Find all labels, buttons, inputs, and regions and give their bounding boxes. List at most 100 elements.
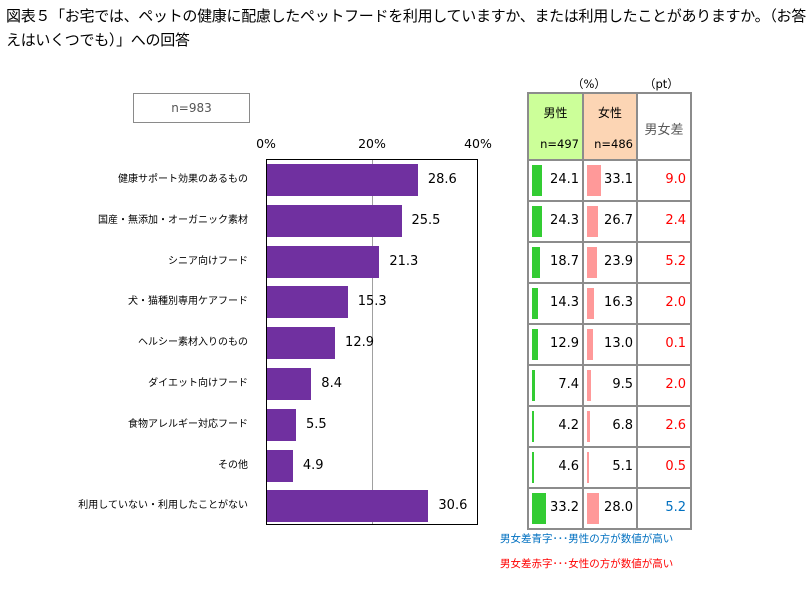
diff-value: 2.0 xyxy=(665,377,686,392)
female-cell-bar xyxy=(587,247,598,278)
female-cell-value: 6.8 xyxy=(612,418,633,433)
male-cell-bar xyxy=(532,370,536,401)
diff-cell: 0.5 xyxy=(636,446,692,489)
category-label: 利用していない・利用したことがない xyxy=(78,500,248,512)
male-cell: 24.3 xyxy=(527,200,584,243)
category-label: 健康サポート効果のあるもの xyxy=(118,174,248,185)
male-cell-value: 12.9 xyxy=(550,336,579,351)
table-row: 24.3 26.7 2.4 xyxy=(527,200,692,243)
female-cell-bar xyxy=(587,206,599,237)
diff-cell: 2.0 xyxy=(636,282,692,325)
male-cell-value: 14.3 xyxy=(550,295,579,310)
male-n: n=497 xyxy=(540,137,579,151)
unit-percent: （%） xyxy=(572,77,606,91)
bar xyxy=(267,164,418,196)
table-row: 18.7 23.9 5.2 xyxy=(527,241,692,284)
female-cell-value: 28.0 xyxy=(604,500,633,515)
bar-value-label: 15.3 xyxy=(357,294,387,310)
bar-value-label: 8.4 xyxy=(321,376,342,391)
category-label: シニア向けフード xyxy=(168,255,248,267)
table-row: 14.3 16.3 2.0 xyxy=(527,282,692,325)
note-red: 男女差赤字･･･女性の方が数値が高い xyxy=(500,558,674,570)
bar-value-label: 25.5 xyxy=(411,212,441,228)
bar-value-label: 30.6 xyxy=(438,498,468,514)
category-label: 食物アレルギー対応フード xyxy=(128,418,248,430)
male-cell: 4.2 xyxy=(527,405,584,448)
plot-area xyxy=(266,159,478,525)
female-cell: 33.1 xyxy=(582,159,638,202)
female-n: n=486 xyxy=(594,137,633,151)
male-cell-bar xyxy=(532,329,538,360)
bar xyxy=(267,204,402,237)
x-tick-label: 20% xyxy=(358,136,386,151)
female-cell-value: 23.9 xyxy=(604,254,633,269)
male-cell-value: 24.1 xyxy=(550,172,579,187)
gridline-20 xyxy=(372,160,373,524)
female-cell: 23.9 xyxy=(582,241,638,284)
female-cell: 26.7 xyxy=(582,200,638,243)
table-row: 12.9 13.0 0.1 xyxy=(527,323,692,366)
category-label: ヘルシー素材入りのもの xyxy=(138,337,248,349)
bar-value-label: 4.9 xyxy=(302,457,324,473)
male-cell: 14.3 xyxy=(527,282,584,325)
male-cell-bar xyxy=(532,493,547,524)
male-cell-value: 4.2 xyxy=(558,418,579,433)
diff-cell: 5.2 xyxy=(636,487,692,530)
female-cell-bar xyxy=(587,493,600,524)
category-label: 国産・無添加・オーガニック素材 xyxy=(98,214,248,226)
diff-cell: 5.2 xyxy=(636,241,692,284)
bar xyxy=(267,327,336,360)
male-cell-bar xyxy=(532,288,539,319)
note-blue: 男女差青字･･･男性の方が数値が高い xyxy=(500,533,674,545)
male-cell-value: 24.3 xyxy=(550,213,579,228)
female-cell-value: 33.1 xyxy=(604,172,633,187)
female-cell: 9.5 xyxy=(582,364,638,407)
female-cell-value: 26.7 xyxy=(604,213,633,228)
diff-cell: 9.0 xyxy=(636,159,692,202)
diff-value: 0.5 xyxy=(665,459,686,474)
bar-value-label: 21.3 xyxy=(389,253,419,269)
table-row: 33.2 28.0 5.2 xyxy=(527,487,692,530)
table-row: 7.4 9.5 2.0 xyxy=(527,364,692,407)
bar xyxy=(267,286,348,319)
diff-cell: 2.4 xyxy=(636,200,692,243)
table-row: 24.1 33.1 9.0 xyxy=(527,159,692,202)
table-row: 4.6 5.1 0.5 xyxy=(527,446,692,489)
bar xyxy=(267,245,380,278)
male-cell-value: 4.6 xyxy=(558,459,579,474)
male-cell-bar xyxy=(532,247,541,278)
female-header: 女性 n=486 xyxy=(582,92,638,161)
female-cell-bar xyxy=(587,288,594,319)
male-cell-bar xyxy=(532,165,543,196)
sample-size-box: n=983 xyxy=(133,93,250,123)
x-tick-label: 40% xyxy=(464,136,492,151)
male-cell: 4.6 xyxy=(527,446,584,489)
bar xyxy=(267,408,296,441)
female-cell-bar xyxy=(587,165,602,196)
male-cell-value: 18.7 xyxy=(550,254,579,269)
bar xyxy=(267,368,312,400)
male-cell: 12.9 xyxy=(527,323,584,366)
diff-value: 2.4 xyxy=(665,213,686,228)
male-cell-bar xyxy=(532,206,543,237)
bar xyxy=(267,449,293,482)
male-cell: 24.1 xyxy=(527,159,584,202)
male-cell: 18.7 xyxy=(527,241,584,284)
male-cell-value: 7.4 xyxy=(558,377,579,392)
female-cell-bar xyxy=(587,370,592,401)
chart-title: 図表５「お宅では、ペットの健康に配慮したペットフードを利用していますか、または利… xyxy=(6,7,806,49)
male-label: 男性 xyxy=(543,106,568,120)
diff-value: 2.6 xyxy=(665,418,686,433)
female-cell-value: 16.3 xyxy=(604,295,633,310)
gender-table: 男性 n=497 女性 n=486 男女差 24.1 33.1 9.0 24.3 26.… xyxy=(527,92,692,530)
diff-cell: 0.1 xyxy=(636,323,692,366)
diff-header: 男女差 xyxy=(636,92,692,161)
diff-value: 5.2 xyxy=(665,254,686,269)
male-header: 男性 n=497 xyxy=(527,92,584,161)
male-cell-value: 33.2 xyxy=(550,500,579,515)
category-label: その他 xyxy=(218,459,248,471)
male-cell: 7.4 xyxy=(527,364,584,407)
diff-value: 9.0 xyxy=(665,172,686,187)
female-label: 女性 xyxy=(597,106,622,120)
category-label: 犬・猫種別専用ケアフード xyxy=(128,296,248,308)
